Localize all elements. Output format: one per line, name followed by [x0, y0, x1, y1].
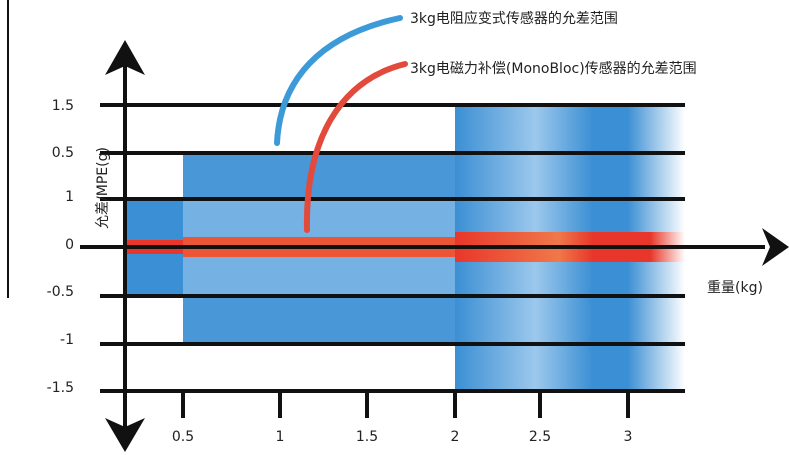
x-label: 1: [276, 429, 285, 445]
red-curve: [303, 61, 408, 233]
y-label: 1.5: [52, 98, 74, 114]
x-label: 3: [624, 429, 633, 445]
y-label: -1: [60, 332, 74, 348]
y-arrow: [105, 418, 145, 452]
y-label: 0: [65, 237, 74, 253]
x-label: 1.5: [356, 429, 378, 445]
y-labels: 1.5 0.5 1 0 -0.5 -1 -1.5: [47, 98, 74, 396]
x-ticks: [181, 391, 630, 418]
y-label: -1.5: [47, 380, 74, 396]
grid: [100, 103, 685, 393]
y-label: 1: [65, 189, 74, 205]
legend-label: 3kg电磁力补偿(MonoBloc)传感器的允差范围: [410, 60, 697, 77]
x-label: 2: [451, 429, 460, 445]
blue-curve: [274, 15, 403, 146]
legend-label: 3kg电阻应变式传感器的允差范围: [410, 10, 618, 27]
y-label: 0.5: [52, 145, 74, 161]
x-label: 0.5: [172, 429, 194, 445]
x-labels: 0.5 1 1.5 2 2.5 3: [172, 429, 633, 445]
x-arrow: [762, 228, 789, 266]
x-label: 2.5: [529, 429, 551, 445]
y-label: -0.5: [47, 284, 74, 300]
x-axis-title: 重量(kg): [707, 280, 763, 296]
y-axis-title: 允差/MPE(g): [95, 147, 111, 229]
y-arrow: [105, 40, 145, 75]
